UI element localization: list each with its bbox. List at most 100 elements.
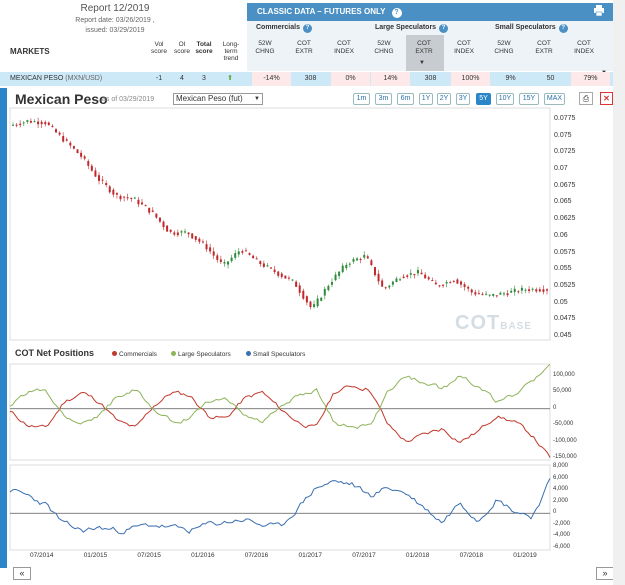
candle-body: [270, 267, 273, 269]
range-button-2y[interactable]: 2Y: [437, 93, 451, 105]
candle-body: [266, 265, 269, 267]
candle-body: [141, 202, 144, 205]
nav-next-button[interactable]: »: [596, 567, 614, 580]
sub-small-extr[interactable]: COT EXTR: [535, 40, 553, 55]
range-button-10y[interactable]: 10Y: [496, 93, 514, 105]
candle-body: [456, 279, 459, 284]
classic-title: CLASSIC DATA – FUTURES ONLY: [257, 7, 386, 16]
sub-comm-extr[interactable]: COT EXTR: [295, 40, 313, 55]
price-y-tick: 0.065: [554, 198, 572, 206]
candle-body: [359, 259, 362, 261]
sub-comm-52w[interactable]: 52W CHNG: [255, 40, 275, 55]
candle-body: [338, 271, 341, 277]
candle-body: [252, 255, 255, 259]
candle-body: [546, 289, 548, 291]
scrollbar[interactable]: [613, 0, 625, 585]
group-small-speculators: Small Speculators?: [495, 24, 568, 33]
candle-body: [449, 282, 452, 284]
small-extr-cell: 50: [546, 75, 555, 82]
vol-score-header[interactable]: Vol score: [151, 41, 167, 55]
range-button-5y[interactable]: 5Y: [476, 93, 491, 105]
candle-body: [244, 250, 247, 252]
candle-body: [76, 149, 79, 154]
candle-body: [158, 217, 161, 222]
sub-small-index[interactable]: COT INDEX: [574, 40, 594, 55]
candle-body: [384, 287, 387, 289]
group-large-speculators: Large Speculators?: [375, 24, 449, 33]
candle-body: [406, 275, 409, 277]
candle-body: [295, 281, 298, 287]
sub-large-extr[interactable]: COT EXTR: [415, 40, 433, 55]
x-tick: 07/2014: [30, 552, 54, 559]
sub-large-52w[interactable]: 52W CHNG: [374, 40, 394, 55]
candle-body: [47, 122, 50, 126]
print-icon[interactable]: [593, 5, 605, 17]
close-icon[interactable]: ✕: [600, 92, 613, 105]
legend-large-speculators[interactable]: Large Speculators: [171, 351, 231, 358]
candle-body: [409, 273, 412, 275]
price-y-tick: 0.05: [554, 298, 568, 306]
candle-body: [538, 289, 541, 292]
candle-body: [320, 297, 323, 301]
candle-body: [90, 165, 93, 171]
range-button-1y[interactable]: 1Y: [419, 93, 433, 105]
candle-body: [148, 207, 151, 213]
candle-body: [510, 290, 513, 293]
legend-small-speculators[interactable]: Small Speculators: [246, 351, 305, 358]
candle-body: [377, 273, 380, 282]
range-button-15y[interactable]: 15Y: [519, 93, 539, 105]
range-button-max[interactable]: MAX: [544, 93, 565, 105]
price-y-tick: 0.0775: [554, 115, 576, 122]
candle-body: [255, 258, 258, 260]
x-tick: 01/2018: [405, 552, 430, 559]
candle-body: [302, 290, 305, 299]
candle-body: [427, 277, 430, 280]
range-button-3y[interactable]: 3Y: [456, 93, 470, 105]
candle-body: [72, 146, 75, 149]
candle-body: [133, 197, 136, 199]
candle-body: [69, 142, 72, 146]
comm-index-cell: 0%: [331, 72, 370, 86]
candle-body: [241, 251, 244, 253]
sort-down-icon: ▼: [419, 60, 425, 66]
candle-body: [33, 121, 36, 123]
candle-body: [26, 120, 29, 122]
oi-score-header[interactable]: OI score: [174, 41, 190, 55]
classic-data-bar: CLASSIC DATA – FUTURES ONLY ?: [247, 3, 613, 21]
candle-body: [495, 295, 498, 297]
candle-body: [55, 129, 58, 133]
range-button-3m[interactable]: 3m: [375, 93, 392, 105]
small-y-tick: -6,000: [553, 544, 571, 550]
candle-body: [62, 136, 65, 142]
nav-prev-button[interactable]: «: [13, 567, 31, 580]
print-icon[interactable]: ⎙: [579, 92, 593, 105]
oi-score-value: 4: [180, 75, 184, 82]
market-name[interactable]: MEXICAN PESO (MXN/USD): [10, 75, 103, 82]
price-y-tick: 0.0675: [554, 181, 576, 189]
group-commercials: Commercials?: [256, 24, 312, 33]
candle-body: [287, 277, 290, 279]
small-y-tick: 2,000: [553, 497, 569, 504]
candle-body: [330, 281, 333, 285]
sub-large-index[interactable]: COT INDEX: [454, 40, 474, 55]
candle-body: [291, 279, 294, 281]
trend-header[interactable]: Long-term trend: [222, 41, 240, 62]
range-button-1m[interactable]: 1m: [353, 93, 370, 105]
market-selector[interactable]: Mexican Peso (fut) ▼: [173, 93, 263, 105]
candle-body: [108, 186, 111, 193]
total-score-header[interactable]: Total score: [195, 41, 213, 55]
range-button-6m[interactable]: 6m: [397, 93, 414, 105]
sub-small-52w[interactable]: 52W CHNG: [494, 40, 514, 55]
total-score-value: 3: [202, 75, 206, 82]
candle-body: [391, 281, 394, 285]
cot-y-tick: 50,000: [553, 388, 572, 395]
candle-body: [29, 121, 32, 123]
candle-body: [370, 260, 373, 266]
candle-body: [101, 179, 104, 181]
candle-body: [535, 289, 538, 292]
legend-commercials[interactable]: Commercials: [112, 351, 157, 358]
candle-body: [262, 263, 265, 267]
help-icon[interactable]: ?: [391, 8, 402, 18]
sub-comm-index[interactable]: COT INDEX: [334, 40, 354, 55]
large-index-cell: 100%: [451, 72, 490, 86]
